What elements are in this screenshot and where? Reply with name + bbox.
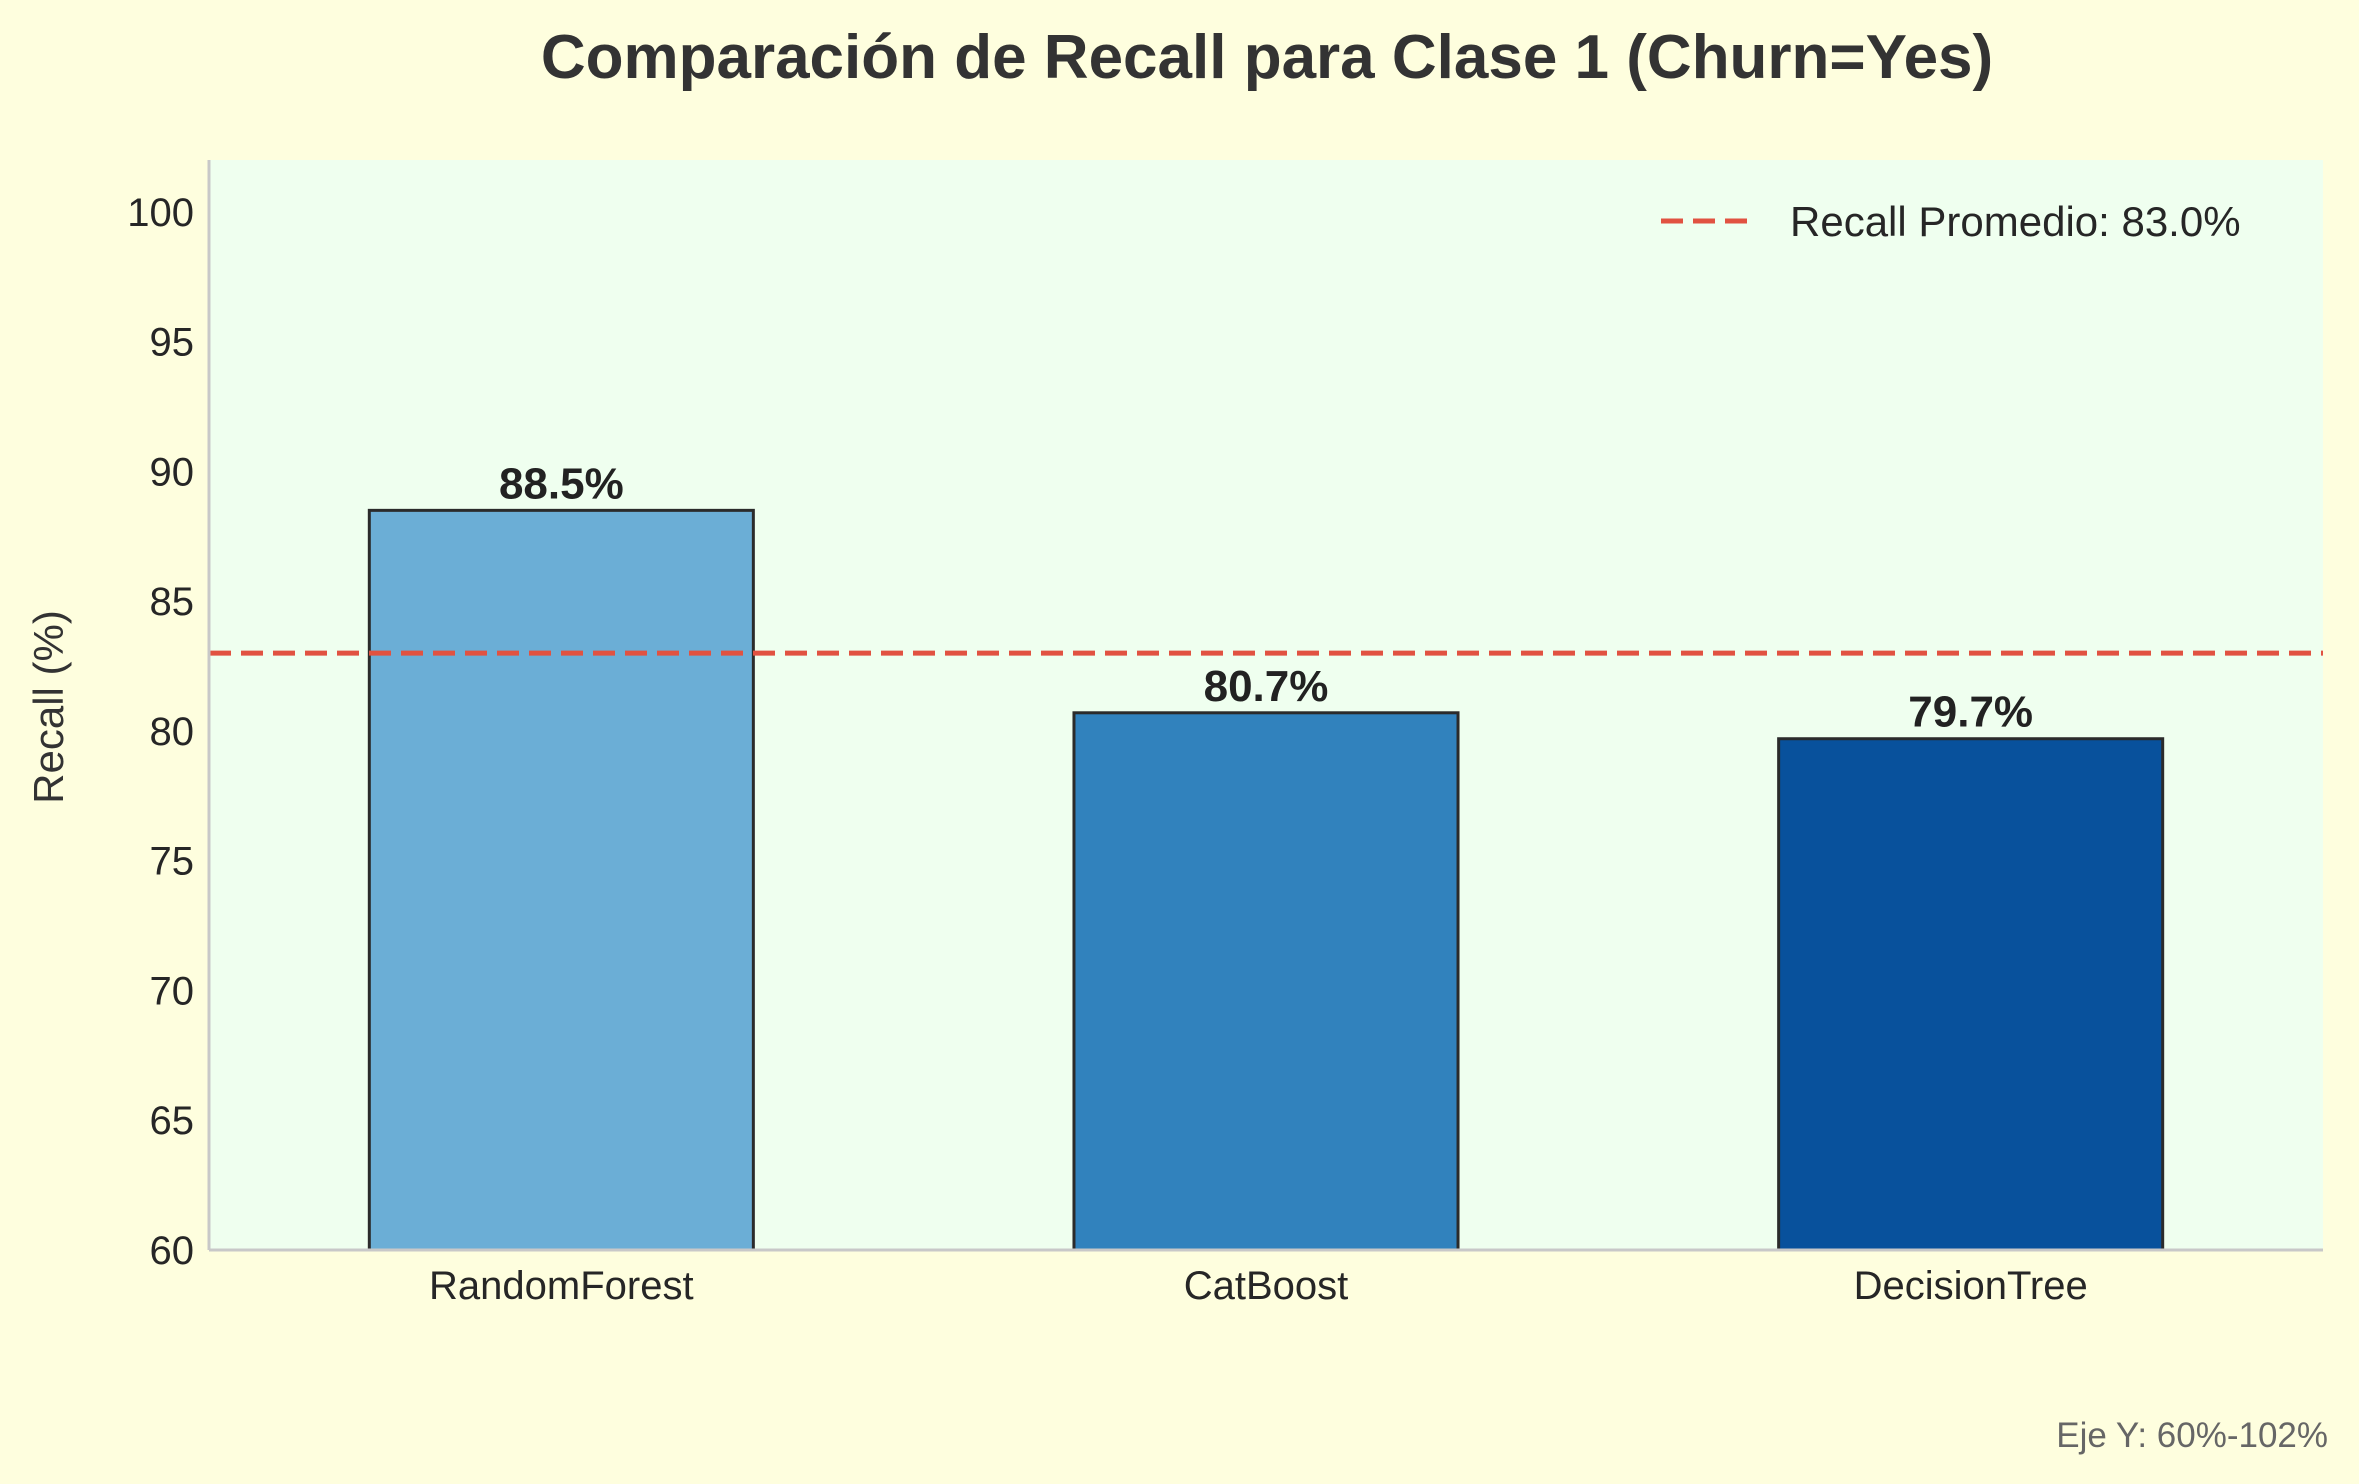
y-tick-label: 100 <box>127 191 194 235</box>
bar-decisiontree <box>1777 737 2165 1252</box>
y-tick-label: 80 <box>150 710 195 754</box>
bar-value-label: 79.7% <box>1908 688 2033 737</box>
y-tick-label: 90 <box>150 450 195 494</box>
legend: Recall Promedio: 83.0% <box>1661 198 2241 245</box>
bar-catboost <box>1072 711 1460 1252</box>
y-tick-label: 65 <box>150 1099 195 1143</box>
y-tick-label: 85 <box>150 580 195 624</box>
y-axis-label: Recall (%) <box>25 610 72 804</box>
bar-value-labels: 88.5% 80.7% 79.7% <box>499 459 2033 736</box>
y-tick-label: 95 <box>150 321 195 365</box>
x-tick-label: RandomForest <box>429 1264 694 1308</box>
bar-randomforest <box>367 508 755 1252</box>
y-tick-label: 60 <box>150 1229 195 1273</box>
bars <box>367 508 2165 1252</box>
bar-value-label: 80.7% <box>1204 662 1329 711</box>
x-axis-ticks: RandomForest CatBoost DecisionTree <box>429 1264 2088 1308</box>
x-tick-label: CatBoost <box>1184 1264 1349 1308</box>
bar-value-label: 88.5% <box>499 459 624 508</box>
legend-entry-label: Recall Promedio: 83.0% <box>1790 198 2241 245</box>
y-tick-label: 75 <box>150 840 195 884</box>
chart-title: Comparación de Recall para Clase 1 (Chur… <box>541 23 1993 92</box>
y-tick-label: 70 <box>150 969 195 1013</box>
y-axis-ticks: 60 65 70 75 80 85 90 95 100 <box>127 191 194 1273</box>
x-tick-label: DecisionTree <box>1854 1264 2088 1308</box>
y-range-footnote: Eje Y: 60%-102% <box>2056 1416 2328 1455</box>
